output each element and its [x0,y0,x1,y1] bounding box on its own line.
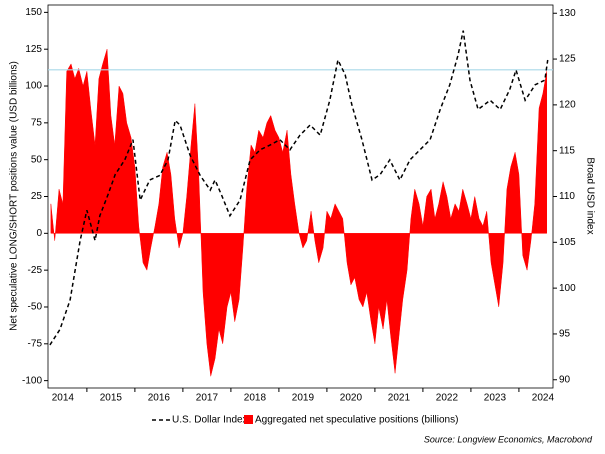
legend-label: Aggregated net speculative positions (bi… [255,415,458,426]
legend-area-swatch [244,415,253,424]
y2-tick-label: 115 [559,145,575,156]
y2-tick-label: 125 [559,54,576,65]
line [49,30,549,346]
y-tick-label: 0 [36,228,42,239]
y2-tick-label: 130 [559,8,576,19]
legend-label: U.S. Dollar Index [172,415,248,426]
x-tick-label: 2022 [436,393,459,404]
y-tick-label: -75 [28,338,43,349]
y-tick-label: 125 [25,44,42,55]
y2-tick-label: 100 [559,283,576,294]
x-tick-label: 2015 [100,393,123,404]
x-tick-label: 2024 [532,393,555,404]
area [50,49,548,377]
y-tick-label: -25 [28,265,43,276]
y2-axis-label: Broad USD index [584,157,595,234]
y-tick-label: 75 [31,117,43,128]
x-tick-label: 2020 [340,393,363,404]
x-tick-label: 2023 [484,393,507,404]
x-tick-label: 2018 [244,393,267,404]
x-tick-label: 2014 [52,393,75,404]
y-axis-label: Net speculative LONG/SHORT positions val… [9,61,20,331]
y2-tick-label: 95 [559,329,571,340]
x-tick-label: 2019 [292,393,315,404]
x-tick-label: 2017 [196,393,219,404]
source-note: Source: Longview Economics, Macrobond [424,434,593,444]
x-tick-label: 2021 [388,393,411,404]
y2-tick-label: 105 [559,237,576,248]
y-tick-label: 150 [25,7,42,18]
y-tick-label: -50 [28,302,43,313]
y-tick-label: 25 [31,191,43,202]
x-tick-label: 2016 [148,393,171,404]
y2-tick-label: 120 [559,100,576,111]
y-tick-label: 50 [31,154,43,165]
y-tick-label: 100 [25,81,42,92]
y2-tick-label: 110 [559,191,575,202]
y2-tick-label: 90 [559,374,571,385]
y-tick-label: -100 [22,375,42,386]
